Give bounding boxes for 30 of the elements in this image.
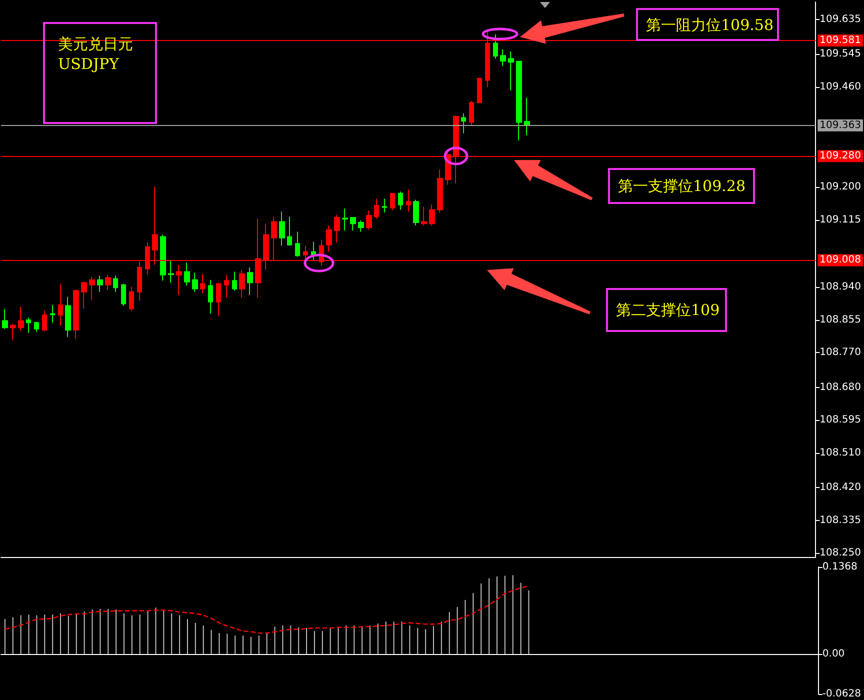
y-tick-label: 108.770 [820,347,862,358]
y-tick-label: -0.0628 [822,688,862,700]
ref-line-label: 109.008 [820,254,862,266]
y-tick-label: 108.510 [820,447,862,458]
text-frame: 第一阻力位109.58 [636,8,779,41]
y-tick-label: 108.940 [820,282,862,293]
y-tick-label: 0.00 [822,648,845,660]
y-tick-label: 108.250 [820,548,862,559]
y-tick-label: 108.680 [820,382,862,393]
annotation: 第一支撑位109.28 [618,176,746,196]
y-tick-label: 109.115 [820,214,862,226]
y-tick-label: 108.855 [820,314,862,326]
y-tick-label: 0.1368 [822,562,858,572]
y-tick-label: 108.420 [820,482,862,494]
y-tick-label: 109.200 [820,182,862,192]
y-tick-label: 108.595 [820,414,862,426]
ref-line-label: 109.363 [820,120,862,131]
annotation: 美元兑日元 [58,34,134,54]
y-tick-label: 108.335 [820,514,862,526]
text-frame: 第一支撑位109.28 [608,168,755,204]
ref-line-label: 109.581 [820,35,862,46]
text-frame: 美元兑日元 USDJPY [43,22,157,124]
annotation: USDJPY [58,54,120,74]
ref-line-label: 109.280 [820,150,862,162]
y-tick-label: 109.545 [820,48,862,60]
y-tick-label: 109.635 [820,14,862,25]
annotation: 第一阻力位109.58 [646,15,774,35]
annotation: 第二支撑位109 [616,300,721,320]
text-frame: 第二支撑位109 [606,288,727,332]
y-tick-label: 109.460 [820,81,862,92]
